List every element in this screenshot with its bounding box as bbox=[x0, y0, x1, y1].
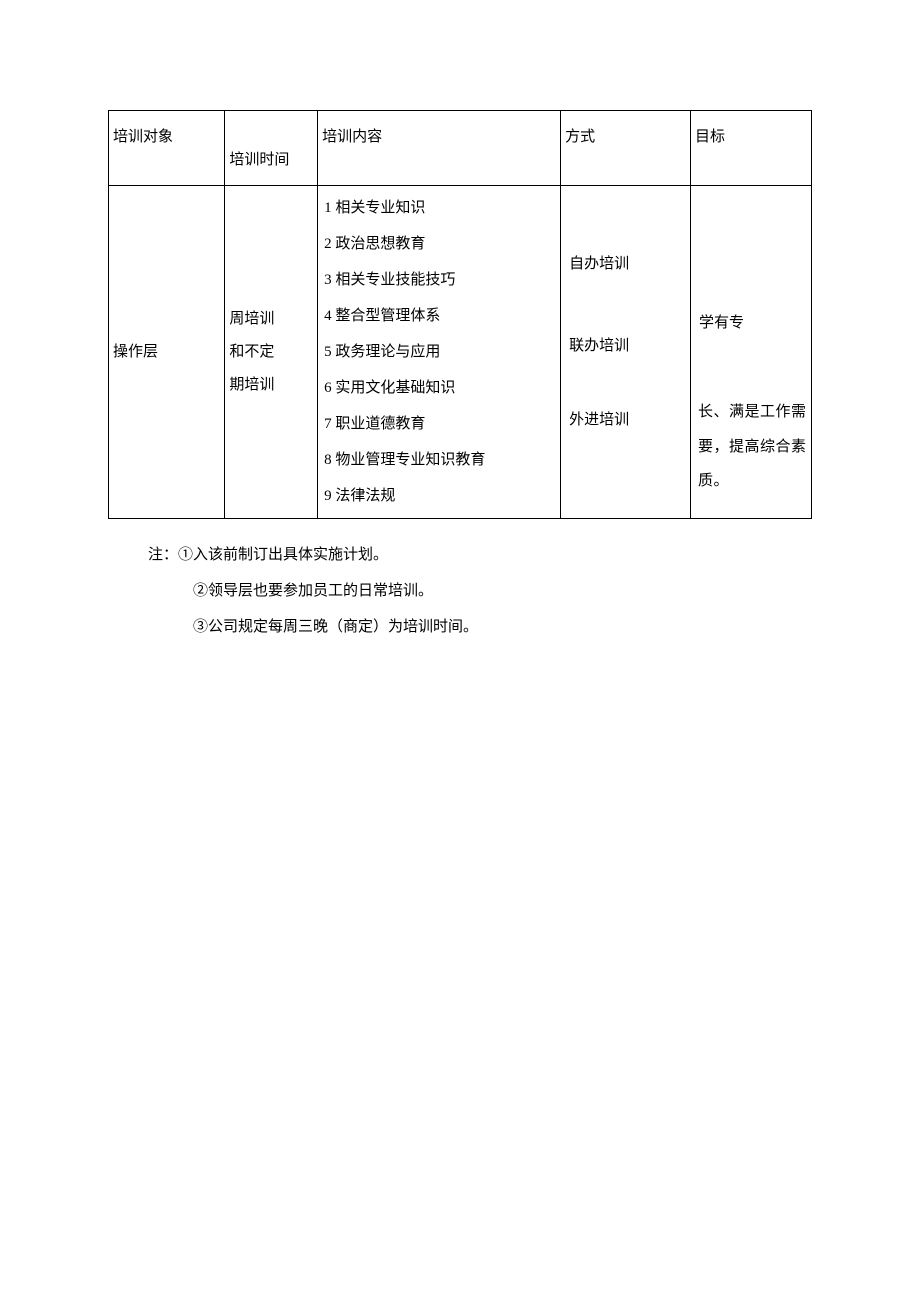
header-method: 方式 bbox=[561, 111, 691, 186]
time-line1: 周培训 bbox=[229, 303, 313, 336]
cell-content: 1 相关专业知识 2 政治思想教育 3 相关专业技能技巧 4 整合型管理体系 5… bbox=[318, 186, 561, 519]
cell-time: 周培训 和不定 期培训 bbox=[225, 186, 318, 519]
note-line: ③公司规定每周三晚（商定）为培训时间。 bbox=[148, 609, 812, 645]
time-line2: 和不定 bbox=[229, 336, 313, 369]
method-text: 联办培训 bbox=[569, 330, 629, 363]
content-item: 4 整合型管理体系 bbox=[324, 298, 556, 334]
method-text: 外进培训 bbox=[569, 404, 629, 437]
table-header-row: 培训对象 培训时间 培训内容 方式 目标 bbox=[109, 111, 812, 186]
content-item: 6 实用文化基础知识 bbox=[324, 370, 556, 406]
goal-text-top: 学有专 bbox=[699, 307, 744, 340]
notes-section: 注：①入该前制订出具体实施计划。 ②领导层也要参加员工的日常培训。 ③公司规定每… bbox=[108, 537, 812, 645]
method-container: 自办培训 联办培训 外进培训 bbox=[565, 190, 686, 514]
method-text: 自办培训 bbox=[569, 248, 629, 281]
content-item: 3 相关专业技能技巧 bbox=[324, 262, 556, 298]
subject-text: 操作层 bbox=[113, 344, 158, 360]
header-goal: 目标 bbox=[691, 111, 812, 186]
header-subject: 培训对象 bbox=[109, 111, 225, 186]
training-table: 培训对象 培训时间 培训内容 方式 目标 操作层 周培训 和不定 期培训 1 相… bbox=[108, 110, 812, 519]
cell-method: 自办培训 联办培训 外进培训 bbox=[561, 186, 691, 519]
cell-subject: 操作层 bbox=[109, 186, 225, 519]
content-item: 1 相关专业知识 bbox=[324, 190, 556, 226]
time-line3: 期培训 bbox=[229, 369, 313, 402]
cell-goal: 学有专 长、满是工作需要，提高综合素质。 bbox=[691, 186, 812, 519]
content-item: 9 法律法规 bbox=[324, 478, 556, 514]
header-time: 培训时间 bbox=[225, 111, 318, 186]
table-body-row: 操作层 周培训 和不定 期培训 1 相关专业知识 2 政治思想教育 3 相关专业… bbox=[109, 186, 812, 519]
content-item: 7 职业道德教育 bbox=[324, 406, 556, 442]
goal-container: 学有专 长、满是工作需要，提高综合素质。 bbox=[695, 190, 807, 514]
goal-text-bottom: 长、满是工作需要，提高综合素质。 bbox=[698, 395, 807, 499]
content-item: 8 物业管理专业知识教育 bbox=[324, 442, 556, 478]
note-line: ②领导层也要参加员工的日常培训。 bbox=[148, 573, 812, 609]
content-list: 1 相关专业知识 2 政治思想教育 3 相关专业技能技巧 4 整合型管理体系 5… bbox=[322, 190, 556, 514]
header-content: 培训内容 bbox=[318, 111, 561, 186]
note-line: 注：①入该前制订出具体实施计划。 bbox=[148, 537, 812, 573]
content-item: 2 政治思想教育 bbox=[324, 226, 556, 262]
content-item: 5 政务理论与应用 bbox=[324, 334, 556, 370]
